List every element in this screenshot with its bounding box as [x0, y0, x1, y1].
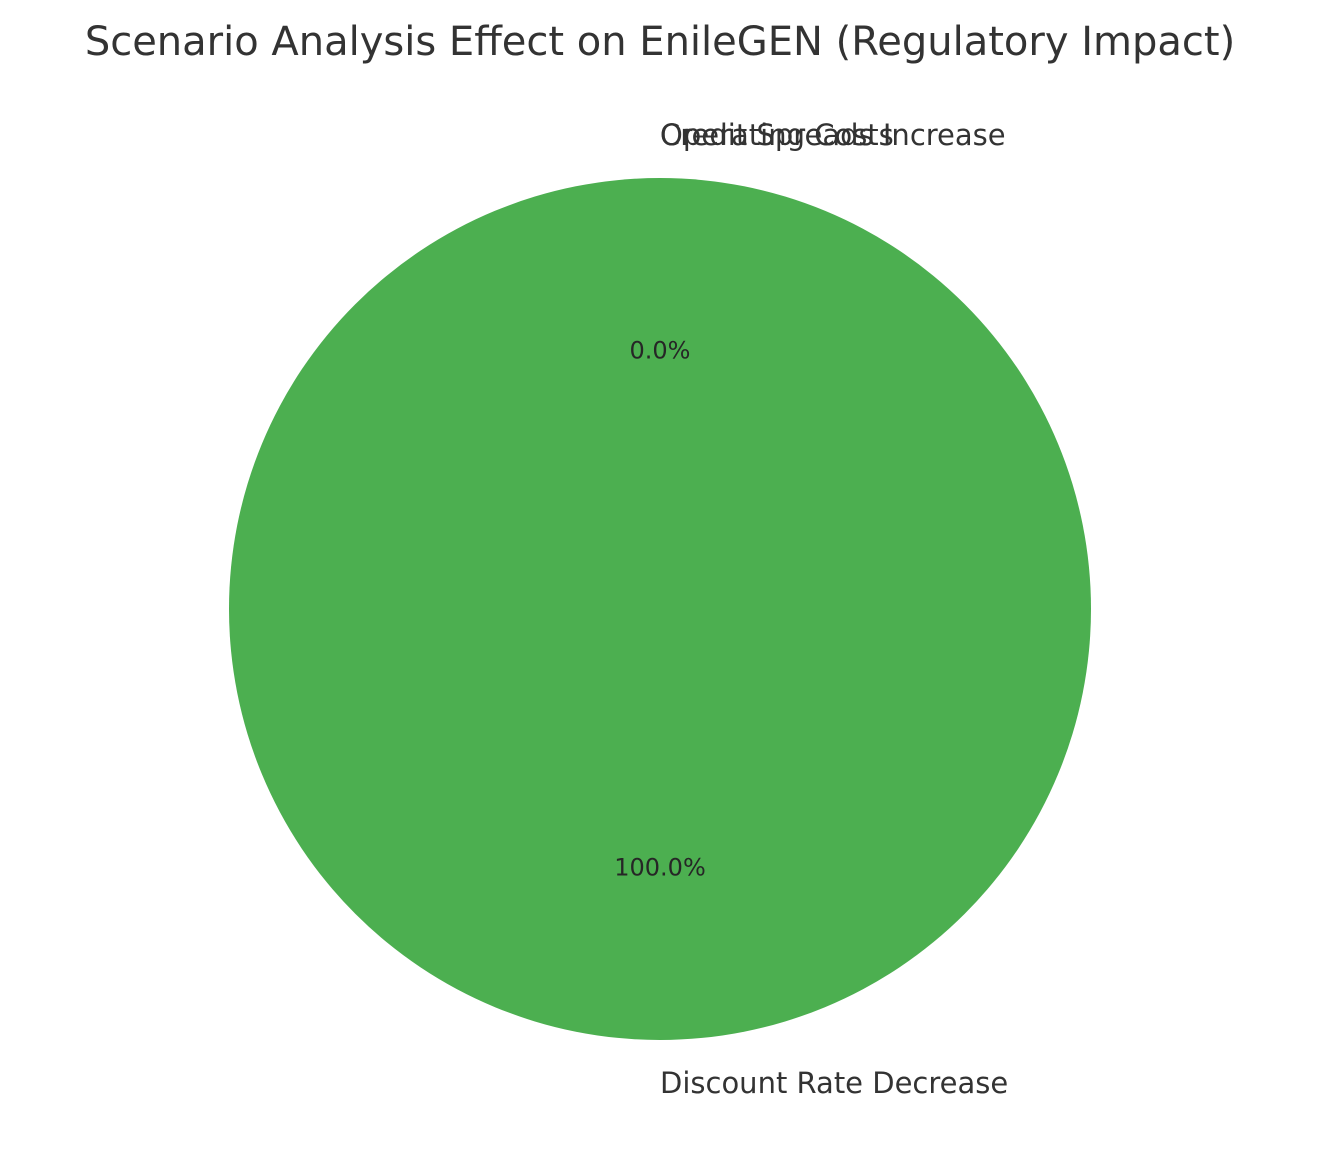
slice-pct-discount-rate-decrease: 100.0%: [614, 854, 706, 882]
slice-label-discount-rate-decrease: Discount Rate Decrease: [660, 1066, 1008, 1100]
slice-label-operating-costs: Operating Costs: [660, 118, 894, 152]
chart-title: Scenario Analysis Effect on EnileGEN (Re…: [85, 19, 1235, 65]
pie-slice-discount-rate-decrease: [229, 178, 1091, 1040]
pie-labels: Operating Costs 0.0% Credit Spreads Increa…: [614, 118, 1008, 1100]
slice-label-credit-spreads-increase: Credit Spreads Increase: [660, 118, 1006, 152]
slice-pct-operating-costs: 0.0%: [630, 336, 691, 364]
pie-slices: [229, 178, 1091, 1040]
